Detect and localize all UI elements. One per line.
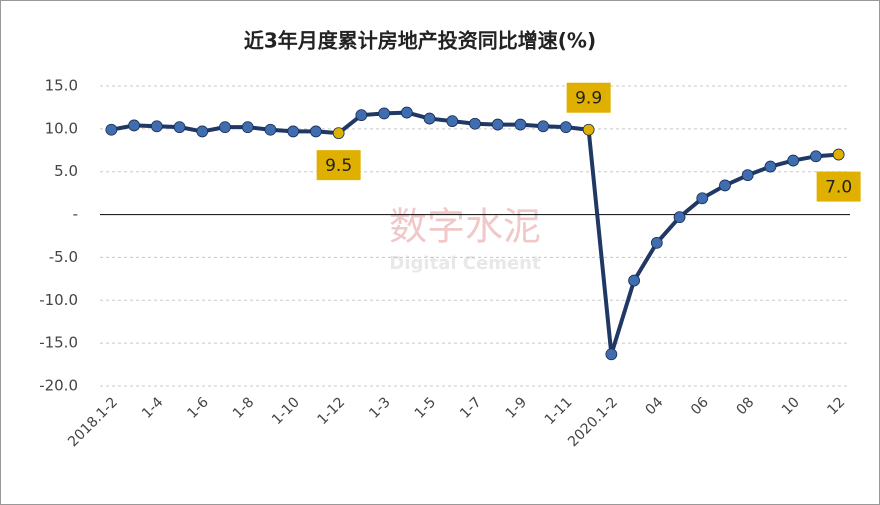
data-label: 7.0 (825, 178, 852, 198)
marker (628, 274, 640, 287)
y-tick-label: -15.0 (39, 334, 78, 352)
marker (196, 125, 209, 138)
marker (241, 121, 254, 134)
marker (787, 154, 800, 167)
marker (355, 109, 368, 122)
watermark-subtitle: Digital Cement (389, 253, 541, 274)
marker (673, 211, 686, 224)
marker (173, 121, 186, 134)
marker (400, 106, 413, 119)
y-tick-label: 5.0 (54, 162, 78, 180)
marker (696, 192, 709, 205)
marker (332, 127, 345, 140)
y-tick-label: -20.0 (39, 377, 78, 395)
chart-title: 近3年月度累计房地产投资同比增速(%) (244, 29, 596, 53)
y-tick-label: 15.0 (45, 77, 78, 95)
marker (537, 120, 550, 133)
marker (605, 348, 618, 361)
marker (582, 123, 595, 136)
data-label-box (316, 150, 361, 181)
marker (719, 179, 731, 192)
marker (832, 148, 845, 161)
marker (378, 107, 390, 120)
data-label-box (566, 82, 611, 113)
y-tick-label: 10.0 (45, 119, 78, 137)
watermark: 数字水泥 (389, 205, 541, 249)
marker (310, 125, 322, 138)
marker (264, 123, 277, 136)
y-tick-label: - (73, 205, 78, 223)
data-label: 9.5 (325, 156, 352, 176)
marker (287, 125, 300, 138)
marker (128, 119, 140, 132)
y-tick-label: -10.0 (39, 291, 78, 309)
data-label-box (816, 171, 861, 202)
marker (219, 121, 231, 134)
data-label: 9.9 (575, 89, 602, 109)
marker (105, 123, 118, 136)
marker (764, 160, 777, 173)
marker (491, 118, 504, 131)
marker (423, 112, 436, 125)
marker (469, 117, 481, 130)
marker (650, 236, 663, 249)
marker (150, 120, 163, 133)
marker (560, 121, 572, 134)
marker (810, 150, 822, 163)
marker (446, 115, 459, 128)
marker (741, 169, 754, 182)
marker (514, 118, 527, 131)
y-tick-label: -5.0 (49, 248, 78, 266)
